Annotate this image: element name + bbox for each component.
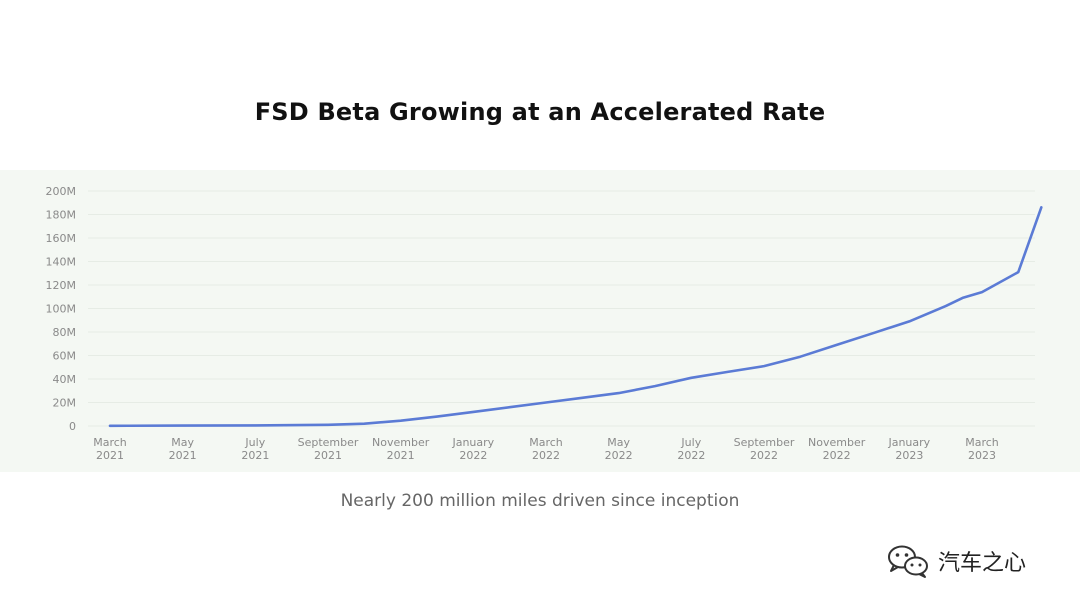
x-tick-label: January 2022: [451, 436, 494, 462]
x-tick-label: November 2021: [372, 436, 430, 462]
y-tick-label: 180M: [46, 209, 77, 222]
y-tick-label: 40M: [53, 373, 77, 386]
chart-caption: Nearly 200 million miles driven since in…: [340, 491, 740, 511]
y-tick-label: 80M: [53, 326, 77, 339]
wechat-icon: [888, 545, 928, 578]
x-tick-label: March 2021: [93, 436, 127, 462]
y-tick-label: 20M: [53, 397, 77, 410]
series-line: [108, 206, 1043, 428]
watermark-text: 汽车之心: [938, 551, 1027, 576]
x-tick-label: July 2021: [241, 436, 269, 462]
y-tick-label: 120M: [46, 279, 77, 292]
x-tick-label: May 2022: [605, 436, 633, 462]
x-tick-label: September 2022: [734, 436, 795, 462]
x-tick-label: January 2023: [887, 436, 930, 462]
x-tick-label: May 2021: [169, 436, 197, 462]
watermark: 汽车之心: [886, 543, 1026, 579]
chart-panel: 0 20M 40M 60M 80M 100M 120M 140M 160M 180M 200M Mar…: [0, 170, 1080, 472]
chart-title: FSD Beta Growing at an Accelerated Rate: [254, 98, 826, 126]
y-tick-label: 0: [69, 420, 76, 433]
y-tick-label: 200M: [46, 185, 77, 198]
x-tick-label: July 2022: [677, 436, 705, 462]
y-tick-label: 140M: [46, 256, 77, 269]
x-tick-label: September 2021: [298, 436, 359, 462]
x-tick-label: March 2023: [965, 436, 999, 462]
line-chart: 0 20M 40M 60M 80M 100M 120M 140M 160M 180M 200M Mar…: [46, 185, 1043, 462]
x-tick-label: March 2022: [529, 436, 563, 462]
x-tick-label: November 2022: [808, 436, 866, 462]
y-tick-label: 160M: [46, 232, 77, 245]
y-tick-label: 60M: [53, 350, 77, 363]
y-tick-label: 100M: [46, 303, 77, 316]
